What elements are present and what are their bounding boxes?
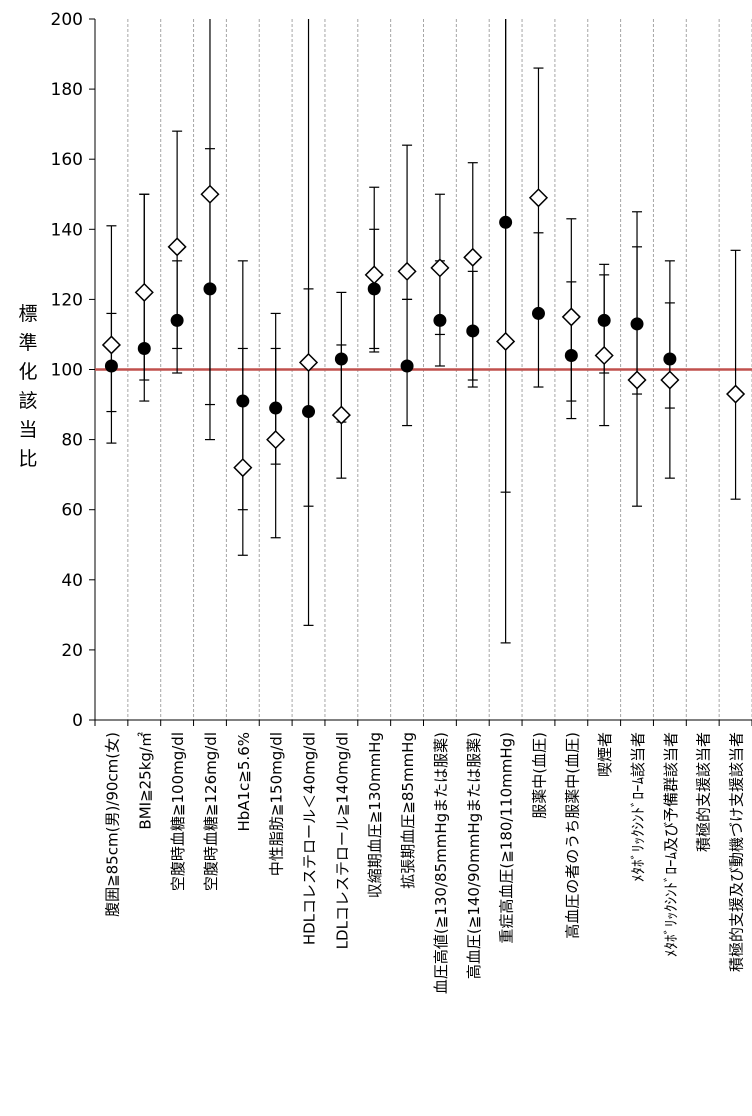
y-axis-label-char: 化	[18, 361, 37, 383]
point-diamond	[726, 384, 746, 404]
point-circle	[499, 215, 513, 229]
y-tick-label: 80	[61, 431, 83, 451]
y-tick-label: 200	[51, 10, 83, 30]
point-diamond	[397, 261, 417, 281]
point-circle	[334, 352, 348, 366]
y-tick-label: 160	[51, 150, 83, 170]
point-diamond	[364, 265, 384, 285]
point-circle	[203, 282, 217, 296]
category-label: 中性脂肪≧150mg/dl	[268, 732, 286, 876]
y-axis-label-char: 準	[18, 332, 37, 354]
y-axis-label-char: 該	[18, 390, 37, 412]
point-circle	[400, 359, 414, 373]
category-label: 空腹時血糖≧126mg/dl	[202, 732, 220, 891]
point-diamond	[298, 352, 319, 373]
category-label: 空腹時血糖≧100mg/dl	[169, 732, 187, 891]
point-circle	[564, 348, 578, 362]
point-diamond	[101, 335, 121, 355]
axis-layer	[89, 18, 752, 726]
category-label: 服薬中(血圧)	[530, 732, 548, 819]
category-label: 積極的支援及び動機づけ支援該当者	[728, 732, 746, 972]
point-diamond	[134, 282, 154, 302]
y-tick-label: 180	[51, 80, 83, 100]
y-tick-label: 60	[61, 501, 83, 521]
point-circle	[170, 313, 184, 327]
point-diamond	[660, 370, 680, 390]
point-diamond	[233, 458, 253, 478]
category-label: 拡張期血圧≧85mmHg	[399, 732, 417, 889]
category-label: ﾒﾀﾎﾞﾘｯｸｼﾝﾄﾞﾛｰﾑ該当者	[629, 732, 647, 882]
category-label: 腹囲≧85cm(男)/90cm(女)	[103, 732, 121, 917]
y-axis-label-char: 標	[18, 303, 37, 325]
point-circle	[236, 394, 250, 408]
point-diamond	[496, 331, 516, 352]
point-circle	[597, 313, 611, 327]
point-diamond	[594, 345, 614, 366]
point-circle	[137, 341, 151, 355]
point-circle	[663, 352, 677, 366]
category-label: 喫煙者	[596, 732, 614, 777]
category-label: ﾒﾀﾎﾞﾘｯｸｼﾝﾄﾞﾛｰﾑ及び予備群該当者	[662, 732, 680, 957]
point-diamond	[167, 237, 187, 257]
marker-layer	[101, 184, 746, 478]
point-diamond	[331, 405, 351, 425]
point-circle	[630, 317, 644, 331]
point-circle	[269, 401, 283, 415]
point-circle	[433, 313, 447, 327]
category-label: BMI≧25kg/㎡	[136, 732, 154, 830]
category-label: 血圧高値(≧130/85mmHgまたは服薬)	[432, 732, 450, 994]
y-tick-label: 20	[61, 641, 83, 661]
y-tick-label: 0	[72, 711, 83, 731]
category-label: 重症高血圧(≧180/110mmHg)	[498, 732, 516, 944]
y-tick-label: 120	[51, 290, 83, 310]
y-axis-label-char: 当	[18, 419, 37, 441]
category-label: 高血圧(≧140/90mmHgまたは服薬)	[465, 732, 483, 979]
point-circle	[104, 359, 118, 373]
point-circle	[302, 405, 316, 419]
category-label: 積極的支援該当者	[695, 732, 713, 852]
category-label: 高血圧の者のうち服薬中(血圧)	[563, 732, 581, 939]
point-circle	[466, 324, 480, 338]
y-tick-label: 140	[51, 220, 83, 240]
category-label: HbA1c≧5.6%	[235, 732, 253, 832]
point-diamond	[561, 307, 581, 327]
y-tick-label: 40	[61, 571, 83, 591]
point-diamond	[430, 258, 450, 278]
point-diamond	[627, 370, 647, 390]
point-diamond	[528, 188, 549, 208]
point-circle	[531, 306, 545, 320]
y-tick-label: 100	[51, 361, 83, 381]
y-axis-label-char: 比	[18, 448, 37, 470]
point-diamond	[200, 184, 220, 204]
point-diamond	[266, 430, 286, 450]
category-label: HDLコレステロール＜40mg/dl	[301, 732, 319, 945]
category-label: LDLコレステロール≧140mg/dl	[333, 732, 351, 949]
label-layer: 0 20 40 60 80 100 120 140 160 180 200 標準化該当比腹囲≧85cm…	[18, 10, 745, 994]
point-diamond	[463, 247, 483, 267]
point-circle	[367, 282, 381, 296]
category-label: 収縮期血圧≧130mmHg	[366, 732, 384, 898]
